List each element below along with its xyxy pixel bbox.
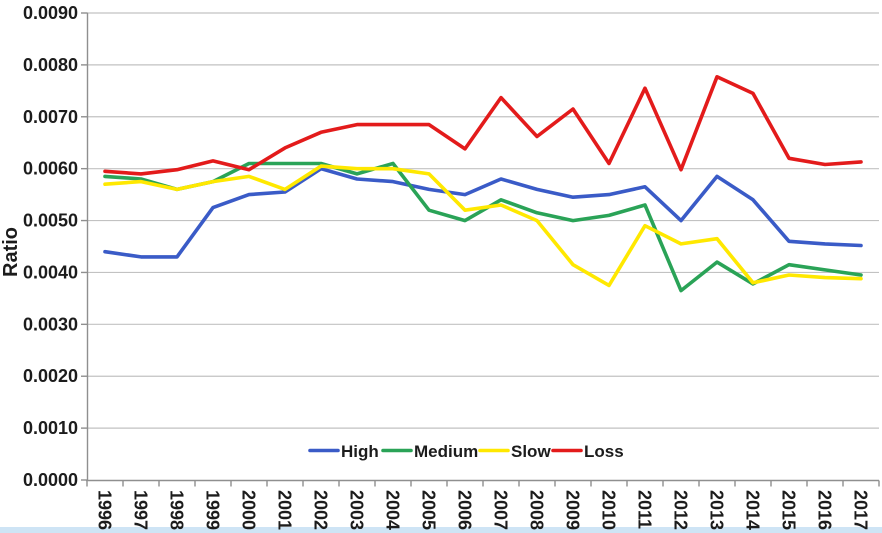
series-lines [103,75,863,293]
legend-label: High [341,442,379,461]
x-tick-label: 2008 [527,490,547,530]
y-tick-label: 0.0050 [23,211,78,231]
x-tick-label: 2003 [347,490,367,530]
legend-item-medium: Medium [381,442,478,461]
y-tick-label: 0.0040 [23,262,78,282]
x-tick-label: 1998 [167,490,187,530]
x-tick-label: 2000 [239,490,259,530]
y-tick-label: 0.0090 [23,3,78,23]
y-tick-label: 0.0080 [23,55,78,75]
series-line-slow [103,164,863,288]
x-tick-label: 1997 [131,490,151,530]
x-tick-label: 2011 [635,490,655,529]
x-tick-label: 2010 [599,490,619,530]
bottom-strip [0,527,882,533]
y-tick-label: 0.0060 [23,159,78,179]
x-tick-label: 2012 [671,490,691,530]
legend-item-high: High [308,442,379,461]
x-tick-label: 2013 [707,490,727,530]
legend-item-slow: Slow [478,442,551,461]
legend: High Medium Slow Loss [308,442,624,461]
y-axis-title: Ratio [0,227,22,277]
x-tick-label: 2014 [743,490,763,530]
x-tick-label: 2005 [419,490,439,530]
x-tick-label: 2017 [851,490,871,530]
x-tick-label: 2007 [491,490,511,530]
x-tick-label: 1996 [95,490,115,530]
x-tick-label: 2006 [455,490,475,530]
x-tick-label: 2002 [311,490,331,530]
legend-label: Loss [584,442,624,461]
y-tick-label: 0.0000 [23,470,78,490]
y-tick-label: 0.0030 [23,314,78,334]
y-tick-label: 0.0010 [23,418,78,438]
y-tick-label: 0.0070 [23,107,78,127]
x-tick-label: 2009 [563,490,583,530]
x-tick-label: 2016 [815,490,835,530]
series-line-high [103,166,863,259]
y-axis: 0.0000 0.0010 0.0020 0.0030 0.0040 0.0050 0.00… [23,3,88,490]
x-tick-label: 2004 [383,490,403,530]
x-axis: 1996 1997 1998 1999 2000 2001 2002 2003 2004 2005… [86,480,880,530]
y-tick-label: 0.0020 [23,366,78,386]
series-line-medium [103,161,863,293]
legend-item-loss: Loss [551,442,624,461]
x-tick-label: 1999 [203,490,223,530]
x-tick-label: 2001 [275,490,295,530]
gridlines [87,12,879,429]
legend-label: Slow [511,442,551,461]
legend-label: Medium [414,442,478,461]
series-line-loss [103,75,863,176]
x-tick-label: 2015 [779,490,799,530]
